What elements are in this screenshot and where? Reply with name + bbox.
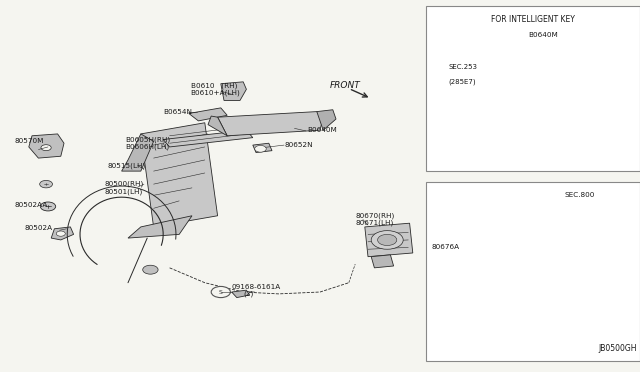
Circle shape — [371, 231, 403, 249]
Polygon shape — [141, 123, 218, 227]
Bar — [534, 277, 560, 286]
Text: B0606H(LH): B0606H(LH) — [125, 144, 170, 150]
Polygon shape — [51, 227, 74, 240]
Circle shape — [211, 286, 230, 298]
Polygon shape — [432, 86, 442, 104]
Bar — [426, 182, 640, 361]
Circle shape — [40, 180, 52, 188]
Text: 80502A: 80502A — [24, 225, 52, 231]
Text: B0640M: B0640M — [529, 32, 558, 38]
Text: B0654N: B0654N — [163, 109, 192, 115]
Polygon shape — [317, 110, 336, 130]
Bar — [534, 296, 573, 309]
Text: 09168-6161A: 09168-6161A — [232, 284, 281, 290]
Text: FRONT: FRONT — [330, 81, 361, 90]
Circle shape — [56, 231, 65, 236]
Circle shape — [536, 239, 559, 252]
Polygon shape — [218, 112, 323, 136]
Text: 80670(RH): 80670(RH) — [355, 212, 394, 219]
Polygon shape — [128, 216, 192, 238]
Polygon shape — [122, 134, 154, 171]
Text: 80570M: 80570M — [14, 138, 44, 144]
Polygon shape — [509, 56, 621, 100]
Circle shape — [450, 260, 465, 269]
Polygon shape — [232, 290, 250, 298]
Text: 80652N: 80652N — [284, 142, 313, 148]
Polygon shape — [605, 52, 634, 74]
Text: B0610   (RH): B0610 (RH) — [191, 82, 237, 89]
Text: FOR INTELLIGENT KEY: FOR INTELLIGENT KEY — [491, 15, 575, 24]
Text: S: S — [219, 289, 223, 295]
Text: B0610+A(LH): B0610+A(LH) — [191, 90, 241, 96]
Circle shape — [378, 234, 397, 246]
Bar — [426, 6, 640, 171]
Text: B0640M: B0640M — [307, 127, 337, 133]
Polygon shape — [365, 223, 413, 257]
Polygon shape — [208, 116, 227, 136]
Text: 80501(LH): 80501(LH) — [105, 188, 143, 195]
Text: 80515(LH): 80515(LH) — [108, 162, 146, 169]
Text: SEC.800: SEC.800 — [564, 192, 595, 198]
Polygon shape — [221, 82, 246, 100]
Polygon shape — [253, 143, 272, 153]
Polygon shape — [477, 190, 634, 335]
Text: 80500(RH): 80500(RH) — [105, 181, 144, 187]
Circle shape — [143, 265, 158, 274]
Polygon shape — [29, 134, 64, 158]
Text: 80502AA: 80502AA — [14, 202, 47, 208]
Text: (285E7): (285E7) — [448, 78, 476, 85]
Polygon shape — [189, 108, 227, 121]
Polygon shape — [371, 255, 394, 268]
Polygon shape — [509, 86, 541, 100]
Circle shape — [41, 145, 51, 151]
Text: SEC.253: SEC.253 — [448, 64, 477, 70]
Text: 80671(LH): 80671(LH) — [355, 220, 394, 227]
Text: JB0500GH: JB0500GH — [598, 344, 637, 353]
Polygon shape — [163, 130, 253, 147]
Circle shape — [255, 145, 266, 152]
Circle shape — [40, 202, 56, 211]
Text: (2): (2) — [243, 291, 253, 297]
Text: 80676A: 80676A — [432, 244, 460, 250]
Text: B0605H(RH): B0605H(RH) — [125, 136, 171, 143]
